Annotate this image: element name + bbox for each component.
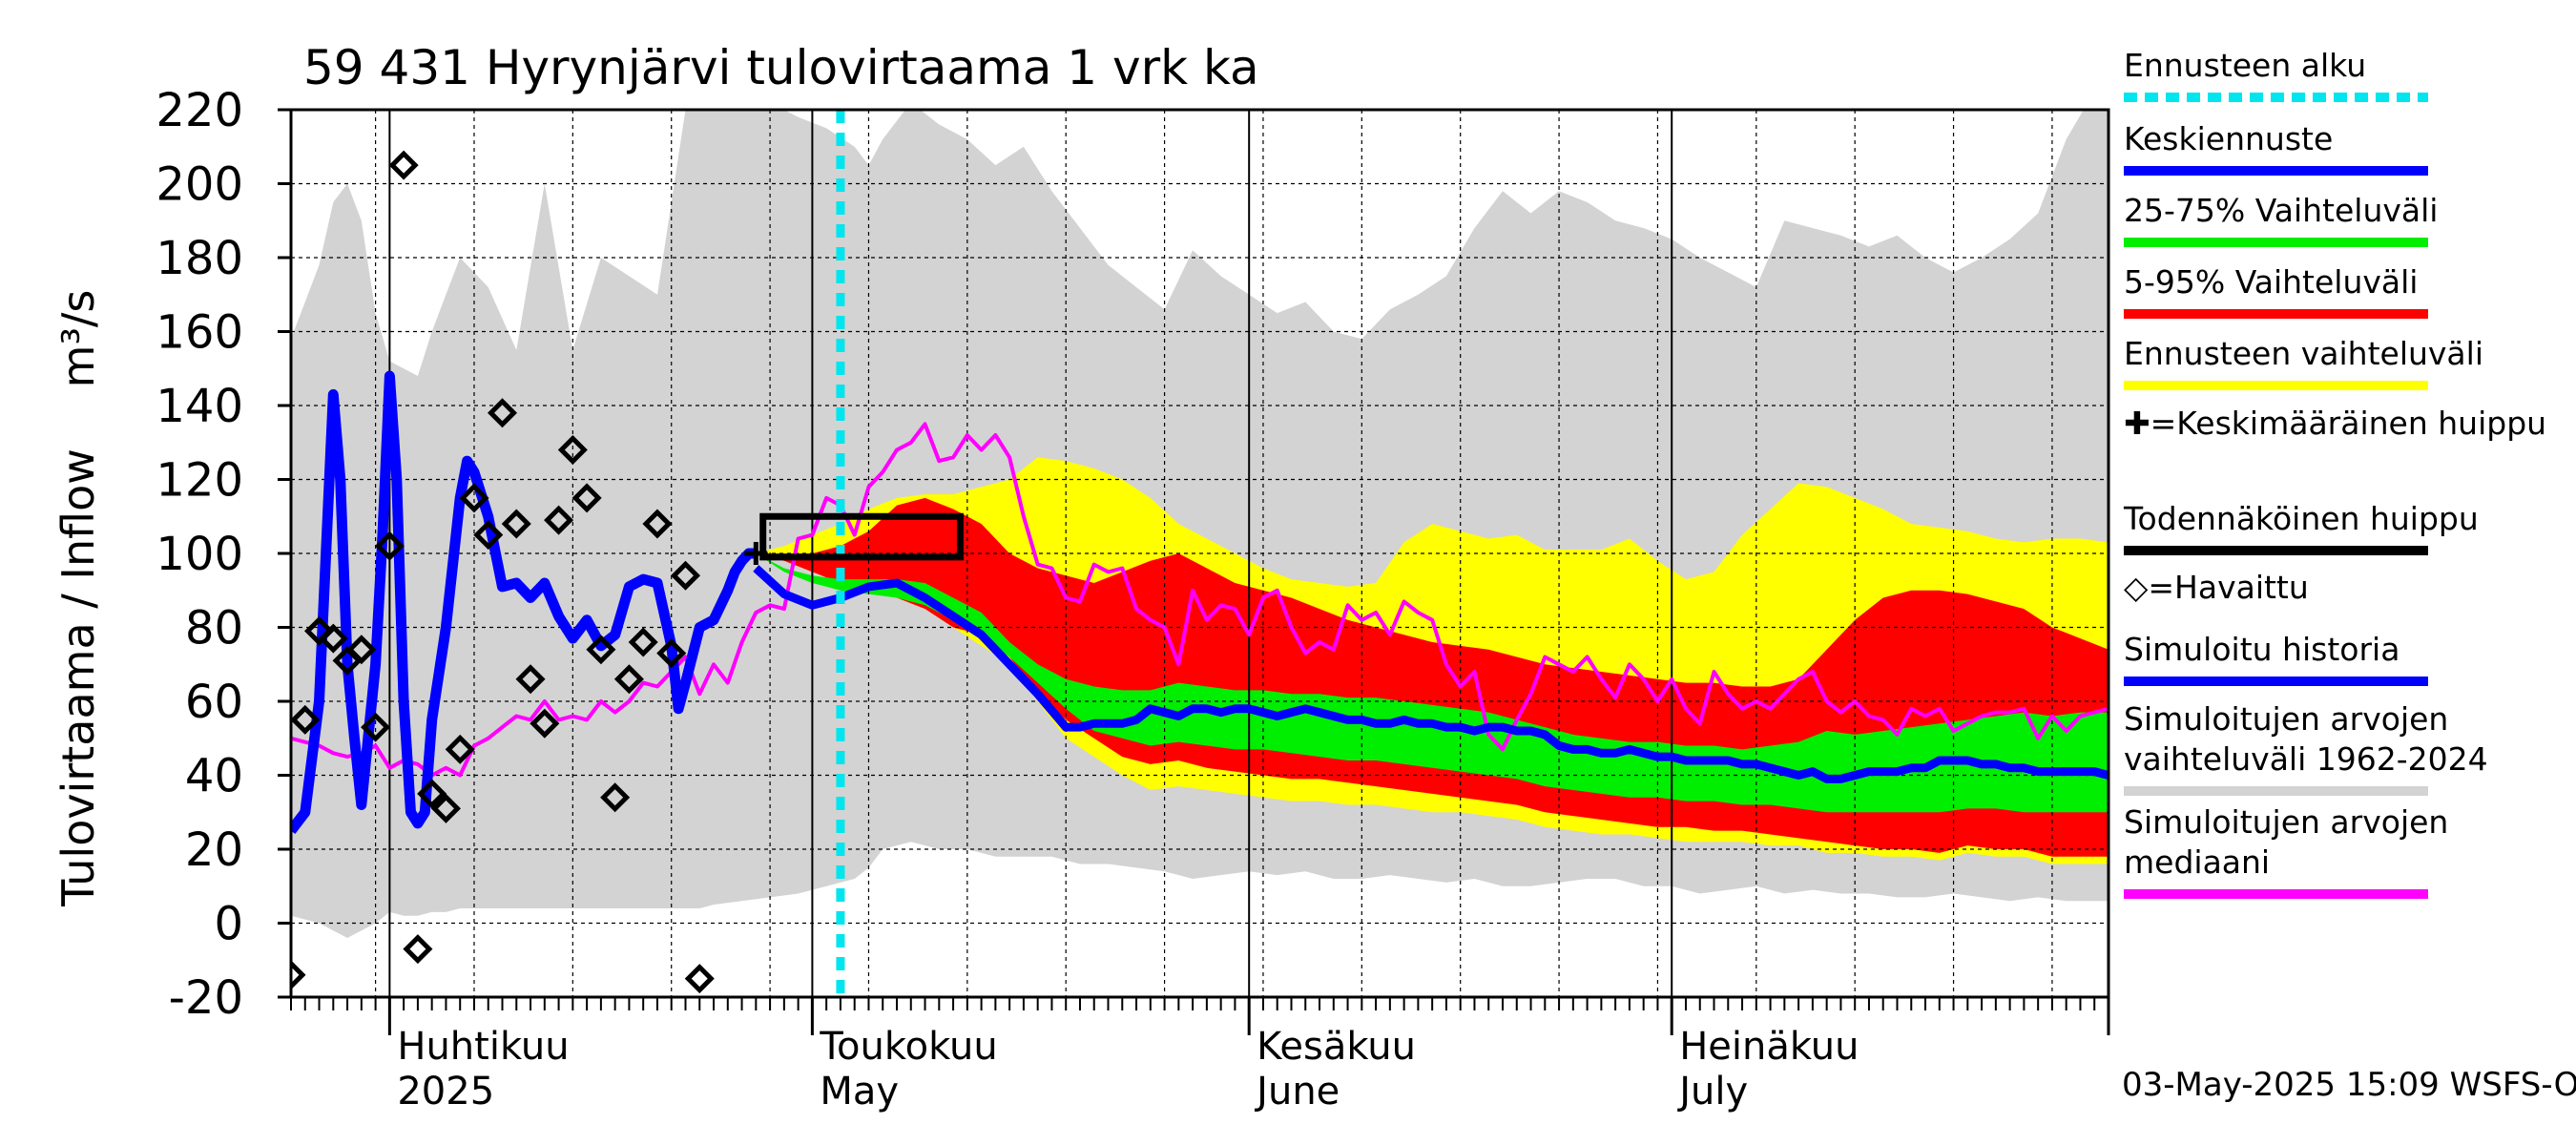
footer-timestamp: 03-May-2025 15:09 WSFS-O (2122, 1066, 2576, 1104)
observed-point (417, 779, 447, 809)
observed-point (642, 509, 673, 539)
y-axis-label: Tulovirtaama / Inflow (52, 448, 104, 907)
legend-label: Keskiennuste (2124, 120, 2333, 157)
y-tick-label: 160 (156, 306, 243, 360)
month-label: Kesäkuu (1257, 1025, 1416, 1069)
observed-point (586, 635, 616, 665)
observed-point (291, 960, 306, 990)
observed-point (600, 782, 631, 813)
observed-point (374, 531, 405, 561)
observed-point (670, 560, 701, 591)
legend-label: Simuloitujen arvojen (2124, 700, 2448, 738)
y-axis-unit: m³/s (52, 290, 104, 388)
simulated-history-line (291, 370, 757, 834)
month-label: Heinäkuu (1679, 1025, 1859, 1069)
observed-point (459, 483, 489, 513)
y-tick-label: 140 (156, 380, 243, 433)
legend-label: Ennusteen alku (2124, 47, 2366, 84)
observed-point (613, 664, 644, 695)
legend: Ennusteen alku Keskiennuste 25-75% Vaihtel… (2123, 47, 2546, 899)
legend-label: vaihteluväli 1962-2024 (2124, 740, 2488, 778)
observed-point (291, 704, 321, 735)
y-tick-label: 220 (156, 84, 243, 137)
observed-point (388, 150, 419, 180)
y-tick-label: -20 (169, 971, 243, 1025)
y-tick-label: 20 (185, 823, 243, 877)
y-tick-label: 180 (156, 232, 243, 285)
month-sublabel: June (1254, 1070, 1340, 1114)
observed-point (628, 627, 658, 657)
observed-point (473, 520, 504, 551)
observed-point (656, 638, 687, 669)
observed-point (684, 964, 715, 994)
y-tick-label: 0 (214, 898, 243, 951)
observed-point (318, 623, 348, 654)
legend-label: Simuloitujen arvojen (2124, 803, 2448, 841)
forecast-mean-line (753, 565, 2109, 783)
month-label: Huhtikuu (397, 1025, 569, 1069)
y-tick-label: 120 (156, 454, 243, 508)
legend-label: Ennusteen vaihteluväli (2124, 335, 2483, 372)
y-tick-label: 100 (156, 528, 243, 581)
observed-point (530, 708, 560, 739)
observed-point (487, 398, 518, 428)
month-sublabel: May (820, 1070, 899, 1114)
observed-point (501, 509, 531, 539)
y-tick-label: 40 (185, 750, 243, 803)
observed-point (303, 615, 335, 646)
legend-label: Todennäköinen huippu (2123, 500, 2479, 537)
legend-label: 25-75% Vaihteluväli (2124, 192, 2438, 229)
observed-point (571, 483, 602, 513)
legend-label: ✚=Keskimääräinen huippu (2124, 405, 2546, 442)
y-tick-label: 80 (185, 602, 243, 656)
month-sublabel: 2025 (397, 1070, 494, 1114)
legend-label: ◇=Havaittu (2124, 569, 2309, 606)
observed-point (403, 934, 433, 965)
observed-point (361, 712, 391, 742)
peaks (744, 512, 964, 565)
observed-point (445, 734, 475, 764)
gridlines (291, 110, 2109, 997)
legend-label: 5-95% Vaihteluväli (2124, 263, 2418, 301)
observed-point (544, 505, 574, 535)
median-line (291, 422, 2109, 778)
legend-label: mediaani (2124, 843, 2270, 881)
plot-area (289, 108, 2110, 999)
y-tick-label: 200 (156, 158, 243, 212)
chart-title: 59 431 Hyrynjärvi tulovirtaama 1 vrk ka (303, 40, 1259, 95)
observed-points (291, 150, 715, 994)
month-sublabel: July (1676, 1070, 1748, 1114)
observed-point (515, 664, 546, 695)
y-tick-label: 60 (185, 676, 243, 729)
legend-label: Simuloitu historia (2124, 631, 2399, 668)
observed-point (430, 793, 461, 823)
probable-peak-box (759, 512, 964, 561)
lines (291, 110, 2109, 997)
band-25-75 (756, 553, 2109, 813)
y-axis: -20 0 20 40 60 80 100 120 140 160 180 200 220 (156, 84, 291, 1025)
observed-point (557, 434, 588, 466)
observed-point (346, 635, 377, 665)
month-label: Toukokuu (819, 1025, 997, 1069)
